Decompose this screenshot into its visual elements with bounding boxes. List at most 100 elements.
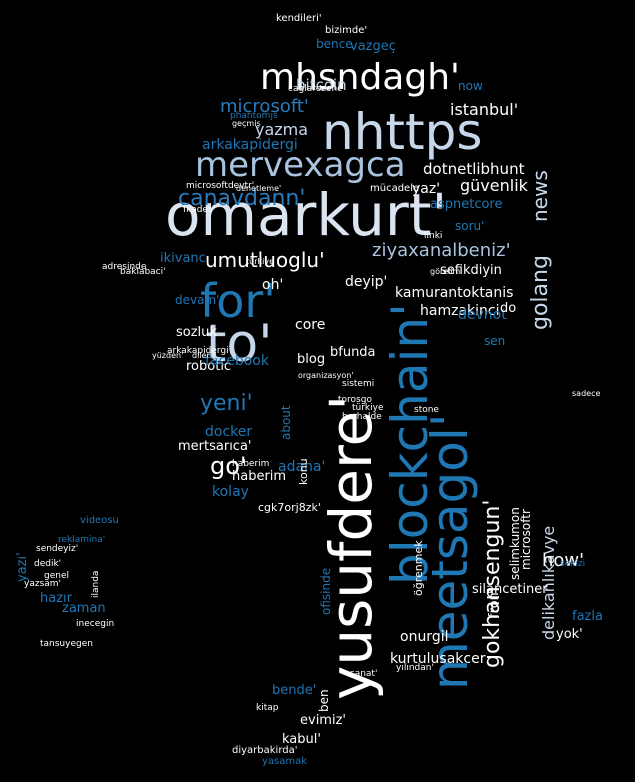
cloud-word: golang <box>528 255 553 330</box>
cloud-word: yaz' <box>412 181 441 197</box>
cloud-word: oh' <box>262 277 284 293</box>
cloud-word: zaman <box>62 601 106 616</box>
cloud-word: about <box>279 405 293 440</box>
cloud-word: sanat' <box>350 669 378 679</box>
cloud-word: kendileri' <box>276 13 322 24</box>
cloud-word: devnot <box>458 307 507 323</box>
cloud-word: haberim <box>232 469 287 484</box>
cloud-word: docker <box>205 424 253 440</box>
cloud-word: dotnetlibhunt <box>423 160 525 178</box>
cloud-word: türkiye <box>246 257 275 266</box>
cloud-word: news <box>528 170 552 222</box>
cloud-word: ofisinde <box>319 567 333 615</box>
cloud-word: go' <box>210 452 247 480</box>
cloud-word: inecegin <box>76 619 115 629</box>
cloud-word: yazma <box>255 120 309 139</box>
cloud-word: fkadev' <box>183 205 216 215</box>
cloud-word: fazla <box>572 609 603 624</box>
cloud-word: istanbul' <box>450 100 519 119</box>
cloud-word: dileriz <box>192 351 217 360</box>
cloud-word: yeni' <box>200 391 253 416</box>
cloud-word: kamurantoktanis <box>395 285 514 301</box>
cloud-word: how' <box>542 550 585 571</box>
cloud-word: bakiabaci' <box>120 267 166 277</box>
cloud-word: microsoft' <box>220 96 309 117</box>
cloud-word: öğrenmek <box>412 540 425 596</box>
cloud-word: yasamak <box>262 756 308 767</box>
cloud-word: herhalde <box>342 412 382 422</box>
cloud-word: bizimde' <box>325 25 368 36</box>
cloud-word: ilanda <box>91 570 101 598</box>
cloud-word: haberim <box>232 459 270 469</box>
cloud-word: robotic <box>186 359 232 374</box>
cloud-word: hamzakinci <box>420 303 500 319</box>
cloud-word: yazsam' <box>24 579 62 589</box>
cloud-word: görelim <box>430 267 461 276</box>
cloud-word: do <box>500 301 517 316</box>
cloud-word: diyarbakirda' <box>232 745 298 756</box>
cloud-word: mhsndagh' <box>260 57 460 98</box>
cloud-word: soru' <box>455 219 485 233</box>
cloud-word: reklamina' <box>58 535 106 545</box>
cloud-word: hazır <box>40 591 72 606</box>
cloud-word: kitap <box>256 703 279 713</box>
cloud-word: devam' <box>175 293 220 307</box>
cloud-word: bfunda <box>330 345 376 360</box>
cloud-word: yüzden' <box>152 351 184 360</box>
cloud-word: kabul' <box>282 732 321 747</box>
cloud-word: to' <box>206 314 273 374</box>
cloud-word: geçmiş <box>232 119 261 128</box>
cloud-word: yusufdere' <box>317 394 385 700</box>
cloud-word: sefikdiyin <box>440 263 502 278</box>
cloud-word: adresinde <box>102 262 147 272</box>
cloud-word: sistemi <box>342 379 375 389</box>
cloud-word: cgk7orj8zk' <box>258 501 321 514</box>
cloud-word: umutluoglu' <box>205 248 325 272</box>
cloud-word: now <box>458 79 483 93</box>
cloud-word: ben <box>317 689 331 712</box>
cloud-word: caglarozenc <box>288 84 343 94</box>
cloud-word: bende' <box>272 683 317 698</box>
cloud-word: microsoftr <box>519 509 533 570</box>
cloud-word: yılından' <box>396 663 434 673</box>
cloud-word: kurtulusakcer <box>390 651 486 667</box>
cloud-word: microsoftdevtr' <box>186 181 255 191</box>
cloud-word: organizasyon' <box>298 371 354 380</box>
cloud-word: torosgo <box>338 395 372 405</box>
cloud-word: ikivanc <box>160 251 206 266</box>
cloud-word: mertsarıca' <box>178 439 252 454</box>
cloud-word: nhttps <box>322 103 483 161</box>
cloud-word: sadece <box>572 389 601 398</box>
cloud-word: sen <box>484 334 506 348</box>
cloud-word: arkakapidergi <box>167 346 229 356</box>
cloud-word: bence <box>316 37 353 51</box>
cloud-word: onurgil <box>400 629 449 645</box>
cloud-word: yazı' <box>15 552 30 582</box>
cloud-word: for' <box>200 274 276 328</box>
cloud-word: videosu <box>80 515 119 526</box>
cloud-word: türkiye <box>352 403 384 413</box>
cloud-word: from <box>487 587 502 618</box>
cloud-word: linki <box>424 231 443 241</box>
cloud-word: aspnetcore <box>430 197 503 212</box>
cloud-word: mervexagca <box>195 145 406 185</box>
cloud-word: vazgeç <box>350 39 396 54</box>
cloud-word: sendeyiz' <box>36 544 79 554</box>
cloud-word: sozluk <box>176 325 217 340</box>
cloud-word: sekizi <box>560 559 586 569</box>
cloud-word: canavdann' <box>178 186 306 211</box>
cloud-word: omarkurt' <box>165 181 448 249</box>
cloud-word: facebook <box>205 353 269 369</box>
cloud-word: dedik' <box>34 559 62 569</box>
cloud-word: deyip' <box>345 274 388 290</box>
cloud-word: tansuyegen <box>40 639 93 649</box>
cloud-word: konu <box>297 458 310 485</box>
cloud-word: arkakapidergi <box>202 137 298 153</box>
cloud-word: yok' <box>556 627 583 642</box>
cloud-word: stone <box>414 405 439 415</box>
cloud-word: bitcoin <box>296 76 347 94</box>
cloud-word: adana' <box>278 459 326 475</box>
cloud-word: blog <box>297 352 326 367</box>
cloud-word: silancetiner <box>472 582 548 597</box>
